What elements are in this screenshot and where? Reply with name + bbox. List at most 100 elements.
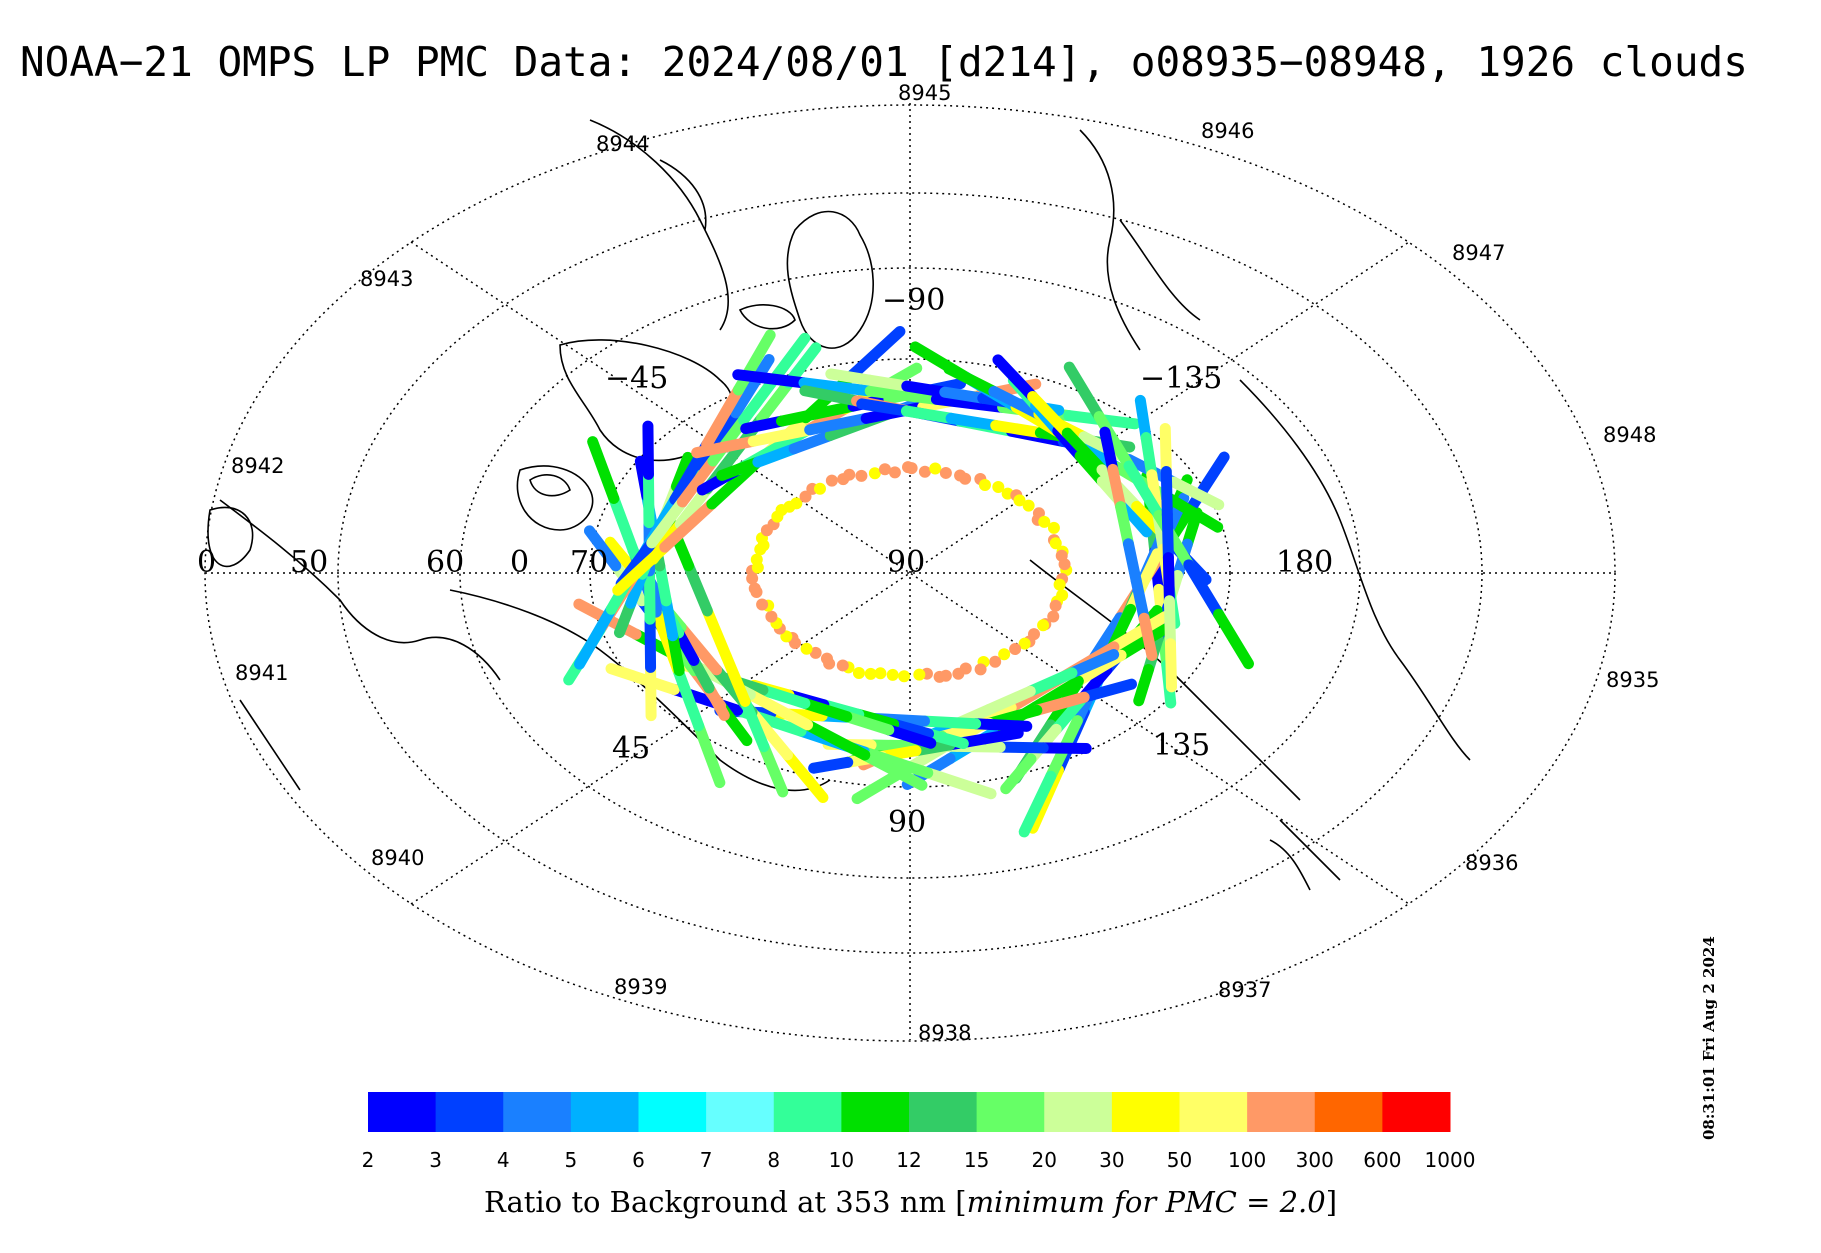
pmc-detection [790, 497, 803, 510]
pmc-track-segment [739, 695, 770, 753]
pmc-track-segment [757, 684, 811, 709]
pmc-track-segment [756, 377, 795, 424]
pmc-track-segment [1093, 411, 1135, 472]
colorbar-swatch [1382, 1092, 1451, 1132]
pmc-track-segment [939, 386, 989, 404]
colorbar-tick-label: 5 [565, 1148, 578, 1172]
lon-label-top: −90 [882, 283, 945, 318]
pmc-detection [1037, 619, 1050, 632]
coastline-hudson [516, 465, 594, 531]
pmc-track-segment [691, 435, 759, 459]
pmc-detection [1013, 494, 1026, 507]
orbit-label-8942: 8942 [231, 454, 284, 478]
timestamp: 08:31:01 Fri Aug 2 2024 [1700, 936, 1718, 1140]
pmc-track-segment [752, 443, 800, 468]
pmc-track-segment [988, 385, 1045, 420]
pmc-track-segment [859, 749, 928, 791]
pmc-track-segment [1037, 742, 1092, 755]
pmc-detection [825, 474, 838, 487]
pmc-detection [992, 480, 1005, 493]
colorbar-swatch [1314, 1092, 1383, 1132]
pmc-track-segment [781, 749, 829, 803]
pmc-track-segment [720, 650, 751, 707]
pmc-detection [978, 478, 991, 491]
pmc-track-segment [574, 603, 617, 670]
pmc-track-segment [587, 436, 620, 504]
colorbar-tick-label: 300 [1296, 1148, 1334, 1172]
coastline-europe [1079, 129, 1201, 351]
colorbar-tick-label: 6 [632, 1148, 645, 1172]
pmc-track-segment [1000, 753, 1037, 795]
pmc-track-segment [683, 560, 713, 617]
colorbar-title: Ratio to Background at 353 nm [minimum f… [0, 1185, 1821, 1219]
colorbar-tick-label: 15 [964, 1148, 989, 1172]
pmc-detection [750, 553, 763, 566]
colorbar-swatch [1247, 1092, 1316, 1132]
lat-circle-70 [459, 267, 1361, 879]
pmc-track-segment [1074, 450, 1108, 487]
pmc-track-segment [645, 661, 657, 722]
colorbar-swatch [706, 1092, 775, 1132]
lon-label-west-outer: 0 [197, 545, 216, 580]
colorbar-tick-label: 4 [497, 1148, 510, 1172]
grid-labels: 0 50 60 0 70 90 −90 −45 −135 180 90 45 1… [197, 283, 1333, 840]
pmc-detection [933, 670, 946, 683]
pmc-track-segment [654, 560, 672, 607]
coastlines [207, 119, 1471, 891]
pmc-track-segment [1107, 463, 1127, 513]
pmc-track-segment [804, 412, 872, 436]
orbit-label-8937: 8937 [1218, 978, 1271, 1002]
pmc-track-segment [644, 565, 656, 625]
pmc-tracks [563, 325, 1254, 838]
pmc-track-segment [1161, 509, 1174, 564]
pmc-detection [864, 667, 877, 680]
pmc-track-segment [945, 412, 1002, 431]
pmc-track-segment [776, 408, 823, 427]
pmc-detection [765, 610, 778, 623]
pmc-track-segment [1162, 552, 1175, 607]
coastline-west [219, 499, 501, 681]
pmc-track-segment [1063, 361, 1105, 423]
colorbar-title-suffix: ] [1325, 1185, 1338, 1219]
pmc-track-segment [1108, 611, 1171, 653]
pmc-detection [868, 467, 881, 480]
lon-label-right: 180 [1276, 545, 1333, 580]
pmc-track-segment [799, 385, 863, 407]
pmc-track-segment [1115, 623, 1170, 661]
pmc-detection [813, 482, 826, 495]
coastline-iceland [529, 474, 571, 497]
orbit-label-8945: 8945 [898, 81, 951, 105]
pmc-track-segment [983, 685, 1036, 716]
pmc-detection [878, 463, 891, 476]
pmc-track-segment [659, 498, 718, 553]
pmc-detection [1047, 610, 1060, 623]
colorbar-tick-label: 1000 [1425, 1148, 1476, 1172]
pmc-track-segment [841, 711, 895, 736]
pmc-track-segment [1052, 425, 1086, 462]
colorbar-tick-label: 2 [362, 1148, 375, 1172]
pmc-track-segment [1163, 595, 1176, 650]
colorbar-title-prefix: Ratio to Background at 353 nm [ [483, 1185, 967, 1219]
pmc-track-segment [642, 420, 654, 480]
pmc-detection [1047, 521, 1060, 534]
pmc-track-segment [1183, 451, 1230, 517]
pmc-track-segment [856, 398, 912, 417]
pmc-track-segment [730, 353, 775, 419]
lon-label-bottom-left: 45 [612, 731, 650, 766]
pmc-track-segment [970, 718, 1033, 732]
pmc-track-segment [864, 385, 942, 405]
pmc-track-segment [1138, 612, 1158, 661]
pmc-track-segment [1164, 638, 1178, 693]
pmc-track-segment [853, 708, 900, 730]
lat-label-90-center: 90 [887, 545, 925, 580]
pmc-track-segment [1160, 466, 1173, 521]
pmc-track-segment [667, 630, 685, 677]
pmc-detection [929, 462, 942, 475]
pmc-track-segment [701, 384, 744, 451]
pmc-detection [998, 648, 1011, 661]
coastline-asia-east [1239, 379, 1471, 761]
pmc-track-segment [1123, 460, 1165, 521]
pmc-track-segment [605, 663, 680, 695]
pmc-track-segment [1115, 501, 1134, 550]
colorbar-swatch [503, 1092, 572, 1132]
